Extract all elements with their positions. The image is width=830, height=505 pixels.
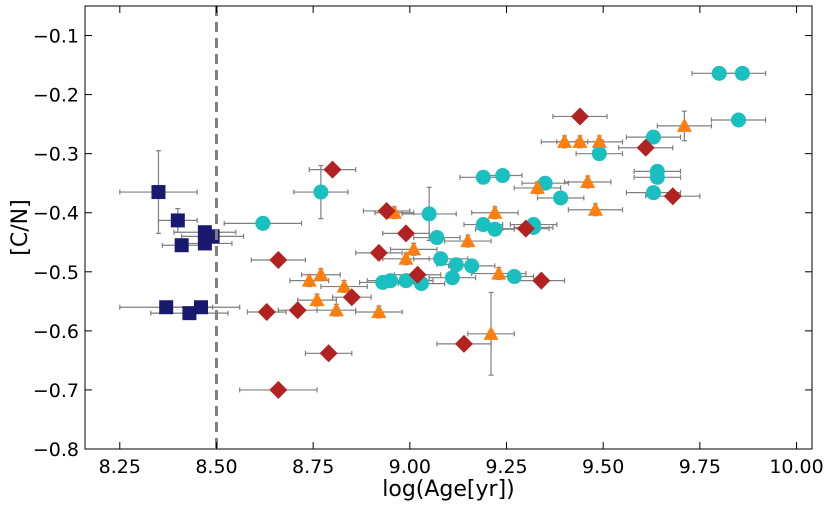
circle-marker <box>433 251 449 267</box>
square-marker <box>194 300 209 315</box>
triangle-marker <box>487 204 503 219</box>
triangle-marker <box>309 292 325 307</box>
y-tick-label: −0.3 <box>33 144 79 166</box>
circle-marker <box>645 129 661 145</box>
diamond-marker <box>408 265 427 284</box>
x-tick-label: 9.00 <box>389 456 431 478</box>
data-markers <box>151 65 750 399</box>
y-tick-label: −0.7 <box>33 380 79 402</box>
circle-marker <box>495 168 511 184</box>
x-axis-label: log(Age[yr]) <box>382 477 514 502</box>
circle-marker <box>421 206 437 222</box>
square-marker <box>159 300 174 315</box>
triangle-marker <box>572 133 588 148</box>
x-tick-label: 9.25 <box>485 456 527 478</box>
diamond-marker <box>257 302 276 321</box>
diamond-marker <box>288 301 307 320</box>
circle-marker <box>313 184 329 200</box>
circle-marker <box>475 217 491 233</box>
x-tick-label: 8.50 <box>195 456 237 478</box>
circle-marker <box>731 112 747 128</box>
triangle-marker <box>591 133 607 148</box>
triangle-marker <box>580 174 596 189</box>
triangle-marker <box>491 265 507 280</box>
circle-marker <box>506 269 522 285</box>
diamond-marker <box>323 160 342 179</box>
triangle-marker <box>460 233 476 248</box>
circle-marker <box>429 230 445 246</box>
circle-marker <box>553 190 569 206</box>
triangle-marker <box>529 179 545 194</box>
diamond-marker <box>342 288 361 307</box>
circle-marker <box>398 273 414 289</box>
square-marker <box>182 306 197 321</box>
circle-marker <box>448 257 464 273</box>
triangle-marker <box>328 302 344 317</box>
y-tick-label: −0.8 <box>33 439 79 461</box>
diamond-marker <box>396 224 415 243</box>
y-tick-label: −0.2 <box>33 85 79 107</box>
diamond-marker <box>516 219 535 238</box>
triangle-marker <box>406 241 422 256</box>
x-tick-label: 9.50 <box>582 456 624 478</box>
diamond-marker <box>269 380 288 399</box>
x-tick-label: 8.25 <box>99 456 141 478</box>
triangle-marker <box>301 272 317 287</box>
x-axis-ticks: 8.25 8.50 8.75 9.00 9.25 9.50 9.75 10.00 <box>99 6 824 478</box>
y-tick-label: −0.1 <box>33 26 79 48</box>
triangle-marker <box>557 133 573 148</box>
diamond-marker <box>636 138 655 157</box>
diamond-marker <box>570 107 589 126</box>
y-axis-ticks: −0.1 −0.2 −0.3 −0.4 −0.5 −0.6 −0.7 −0.8 <box>33 26 812 461</box>
y-axis-label: [C/N] <box>8 199 33 255</box>
triangle-marker <box>676 117 692 132</box>
triangle-marker <box>587 201 603 216</box>
square-marker <box>170 213 185 228</box>
diamond-marker <box>454 334 473 353</box>
diamond-marker <box>663 187 682 206</box>
y-tick-label: −0.5 <box>33 262 79 284</box>
circle-marker <box>375 274 391 290</box>
triangle-marker <box>336 278 352 293</box>
circle-marker <box>711 65 727 81</box>
plot-area-frame <box>84 5 813 450</box>
triangle-marker <box>483 325 499 340</box>
diamond-marker <box>377 201 396 220</box>
y-tick-label: −0.4 <box>33 203 79 225</box>
triangle-marker <box>313 266 329 281</box>
circle-marker <box>537 175 553 191</box>
circle-marker <box>649 169 665 185</box>
circle-marker <box>475 169 491 185</box>
x-tick-label: 9.75 <box>679 456 721 478</box>
y-tick-label: −0.6 <box>33 321 79 343</box>
diamond-marker <box>319 344 338 363</box>
triangle-marker <box>398 250 414 265</box>
x-tick-label: 10.00 <box>769 456 823 478</box>
square-marker <box>174 238 189 253</box>
circle-marker <box>444 270 460 286</box>
square-marker <box>151 185 166 200</box>
x-tick-label: 8.75 <box>292 456 334 478</box>
circle-marker <box>734 65 750 81</box>
circle-marker <box>464 258 480 274</box>
circle-marker <box>591 146 607 162</box>
diamond-marker <box>269 250 288 269</box>
diamond-marker <box>532 271 551 290</box>
circle-marker <box>487 221 503 237</box>
diamond-marker <box>369 243 388 262</box>
circle-marker <box>255 215 271 231</box>
triangle-marker <box>371 303 387 318</box>
circle-marker <box>645 185 661 201</box>
